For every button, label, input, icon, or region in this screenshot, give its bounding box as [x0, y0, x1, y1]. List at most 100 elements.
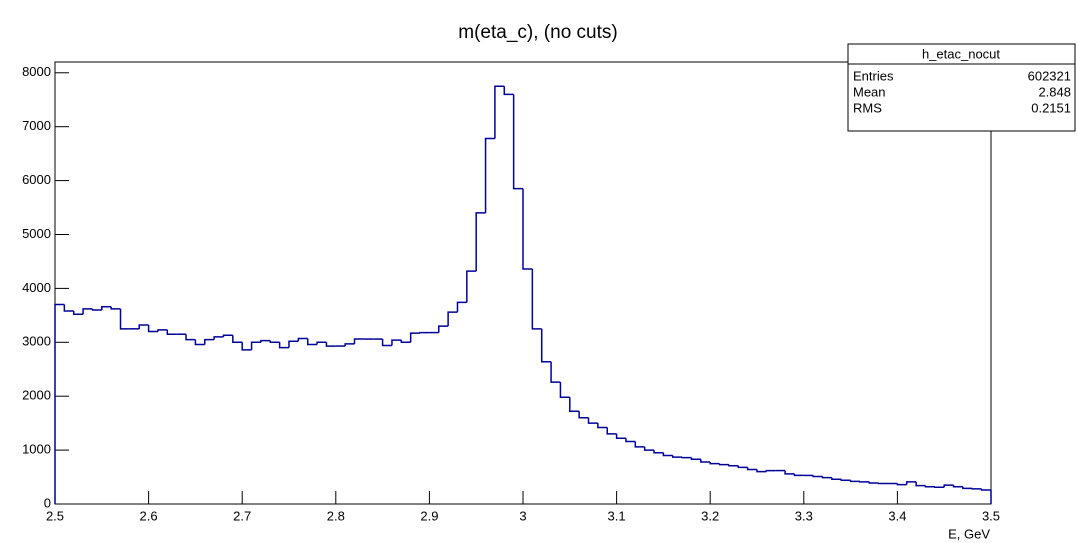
stats-label: RMS: [853, 100, 882, 115]
histogram-step: [934, 486, 945, 489]
histogram-step: [540, 328, 552, 363]
histogram-step: [737, 465, 748, 469]
stats-label: Mean: [853, 84, 886, 99]
histogram-step: [232, 335, 243, 344]
stats-value: 602321: [1028, 68, 1071, 83]
histogram-step: [475, 212, 486, 272]
histogram-step: [756, 469, 767, 473]
histogram-step: [63, 304, 74, 312]
chart-title: m(eta_c), (no cuts): [458, 22, 617, 43]
histogram-step: [494, 85, 505, 139]
x-tick-label: 3.4: [888, 508, 906, 523]
histogram-step: [606, 427, 617, 435]
histogram-step: [952, 485, 963, 488]
histogram-step: [110, 306, 121, 310]
histogram-step: [709, 461, 720, 465]
x-axis-label: E, GeV: [948, 526, 990, 541]
histogram-step: [325, 342, 336, 347]
histogram-step: [681, 456, 692, 459]
histogram-step: [597, 423, 608, 429]
x-tick-label: 2.6: [140, 508, 158, 523]
histogram-step: [213, 336, 224, 340]
histogram-step: [896, 483, 907, 486]
histogram-step: [746, 467, 757, 471]
histogram-step: [690, 457, 701, 461]
histogram-step: [915, 481, 926, 487]
y-tick-label: 0: [44, 495, 51, 510]
histogram-step: [793, 473, 804, 477]
histogram-step: [297, 337, 308, 342]
histogram-step: [718, 463, 729, 466]
histogram-step: [288, 340, 299, 348]
histogram-step: [119, 308, 130, 330]
histogram-step: [962, 486, 973, 490]
histogram-step: [840, 479, 851, 482]
histogram-step: [438, 325, 449, 333]
histogram-step: [456, 301, 467, 313]
x-tick-label: 2.7: [233, 508, 251, 523]
histogram-step: [877, 482, 889, 485]
stats-label: Entries: [853, 68, 894, 83]
histogram-step: [653, 450, 664, 454]
x-tick-label: 3.2: [701, 508, 719, 523]
histogram-step: [91, 308, 102, 311]
histogram-step: [344, 343, 355, 347]
x-tick-label: 3.1: [608, 508, 626, 523]
histogram-step: [381, 339, 392, 347]
histogram-step: [615, 433, 626, 439]
histogram-step: [578, 411, 589, 419]
stats-value: 0.2151: [1031, 100, 1071, 115]
histogram-step: [812, 475, 823, 478]
histogram-step: [72, 311, 84, 316]
stats-name: h_etac_nocut: [922, 46, 1000, 61]
histogram-step: [522, 188, 533, 270]
histogram-step: [980, 488, 991, 491]
histogram-step: [194, 339, 205, 346]
y-tick-label: 3000: [22, 334, 51, 349]
histogram-step: [821, 476, 832, 479]
y-tick-label: 8000: [22, 64, 51, 79]
x-tick-label: 2.5: [46, 508, 64, 523]
x-tick-label: 3.3: [795, 508, 813, 523]
histogram-step: [391, 339, 402, 346]
y-tick-label: 1000: [22, 442, 51, 457]
histogram-step: [765, 469, 776, 472]
histogram-step: [409, 332, 421, 343]
histogram-step: [831, 477, 842, 480]
stats-frame: [847, 43, 1076, 132]
histogram-step: [672, 455, 683, 458]
histogram-step: [157, 329, 168, 332]
histogram-step: [971, 488, 982, 490]
histogram-step: [625, 438, 636, 443]
y-tick-label: 4000: [22, 280, 51, 295]
histogram-step: [306, 338, 318, 346]
histogram-step: [222, 334, 233, 337]
histogram-step: [82, 308, 93, 315]
histogram-step: [316, 341, 327, 345]
histogram-step: [700, 459, 711, 463]
histogram-step: [166, 329, 177, 335]
stats-value: 2.848: [1038, 84, 1071, 99]
histogram-step: [906, 481, 917, 485]
histogram-step: [185, 334, 196, 341]
histogram-step: [559, 382, 570, 399]
histogram-step: [943, 484, 954, 488]
histogram-step: [587, 417, 598, 424]
histogram-step: [849, 480, 860, 483]
histogram-step: [484, 137, 495, 213]
histogram-step: [643, 446, 655, 451]
histogram-step: [859, 481, 870, 483]
histogram-step: [147, 325, 158, 333]
histogram-step: [353, 338, 364, 344]
y-tick-label: 2000: [22, 388, 51, 403]
histogram-step: [924, 485, 935, 488]
stats-box: h_etac_nocut: [847, 43, 1076, 132]
histogram-step: [550, 361, 561, 383]
histogram-step: [728, 464, 739, 467]
histogram-step: [868, 481, 879, 484]
histogram-step: [278, 342, 289, 349]
y-tick-label: 6000: [22, 172, 51, 187]
histogram-step: [466, 270, 477, 303]
histogram-step: [260, 339, 271, 343]
